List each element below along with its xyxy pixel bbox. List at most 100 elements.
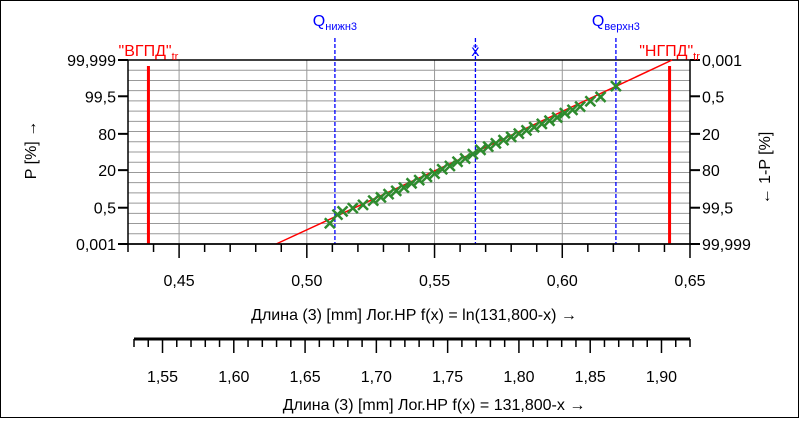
limit-label: "НГПД"tr — [639, 43, 700, 63]
data-point — [405, 177, 418, 190]
data-point — [413, 174, 426, 186]
data-point — [420, 170, 433, 183]
data-point — [459, 152, 472, 165]
y-left-tick-label: 20 — [98, 163, 116, 180]
data-point — [512, 127, 525, 140]
data-points — [323, 80, 622, 230]
data-point-stroke — [535, 118, 548, 130]
data-point-stroke — [497, 134, 510, 147]
data-point-stroke — [405, 177, 418, 190]
data-point-stroke — [443, 160, 456, 172]
data-point — [566, 104, 579, 116]
x-axis-secondary-tick-label: 1,85 — [575, 369, 606, 386]
limit-label-name: "НГПД" — [639, 43, 693, 60]
data-point-stroke — [528, 121, 541, 134]
x-axis-secondary-tick-label: 1,70 — [361, 369, 392, 386]
data-point-stroke — [466, 148, 479, 161]
y-left-tick-label: 99,999 — [67, 53, 116, 70]
data-point — [543, 114, 556, 127]
data-point — [610, 80, 622, 93]
data-point — [428, 167, 441, 180]
y-right-tick-label: 0,001 — [702, 53, 742, 70]
x-axis-primary-tick-label: 0,60 — [547, 273, 578, 290]
reference-label-name: Q — [592, 13, 604, 30]
limit-label-subscript: tr — [693, 51, 700, 63]
data-point-stroke — [346, 202, 359, 215]
x-axis-secondary: 1,55 1,60 1,65 1,70 1,75 1,80 1,85 1,90 — [133, 337, 691, 386]
data-point — [594, 91, 607, 103]
x-axis-secondary-tick-label: 1,90 — [646, 369, 677, 386]
data-point-stroke — [512, 127, 525, 140]
data-point-stroke — [459, 152, 472, 165]
x-axis-secondary-tick-label: 1,75 — [432, 369, 463, 386]
data-point — [382, 188, 395, 200]
y-left-tick-label: 0,001 — [76, 237, 116, 254]
y-axis-left: 99,999 99,5 80 20 0,5 0,001 — [67, 53, 128, 254]
data-point — [466, 148, 479, 161]
data-point — [574, 100, 587, 113]
data-point — [375, 191, 387, 204]
data-point — [497, 134, 510, 147]
x-axis-primary-tick-label: 0,55 — [419, 273, 450, 290]
data-point — [505, 130, 518, 143]
data-point-stroke — [610, 80, 622, 93]
data-point-stroke — [390, 184, 403, 197]
y-right-axis-label: ← 1-P [%] — [757, 132, 774, 205]
data-point-stroke — [420, 170, 433, 183]
data-point-stroke — [566, 104, 579, 116]
reference-label: Qнижн3 — [313, 13, 357, 33]
data-point — [551, 111, 564, 124]
data-point-stroke — [398, 181, 410, 194]
limit-label-name: "ВГПД" — [119, 43, 172, 60]
data-point-stroke — [574, 100, 587, 113]
x-axis-primary-tick-label: 0,50 — [291, 273, 322, 290]
data-point-stroke — [336, 205, 349, 218]
x-axis-secondary-tick-label: 1,55 — [147, 369, 178, 386]
x-axis-secondary-label: Длина (3) [mm] Лог.НР f(x) = 131,800-x → — [283, 397, 586, 414]
y-right-tick-label: 99,999 — [702, 237, 751, 254]
data-point-stroke — [357, 199, 369, 211]
y-left-tick-label: 99,5 — [85, 89, 116, 106]
y-right-tick-label: 20 — [702, 127, 720, 144]
y-right-tick-label: 99,5 — [702, 201, 733, 218]
x-axis-primary-tick-label: 0,45 — [164, 273, 195, 290]
data-point-stroke — [558, 107, 571, 120]
reference-label-subscript: верхн3 — [604, 21, 640, 33]
y-right-tick-label: 0,5 — [702, 89, 724, 106]
data-point-stroke — [451, 155, 464, 168]
data-point — [451, 155, 464, 168]
data-point — [489, 137, 502, 150]
data-point — [482, 140, 495, 153]
data-point-stroke — [413, 174, 426, 186]
data-point-stroke — [551, 111, 564, 124]
x-axis-primary-label: Длина (3) [mm] Лог.НР f(x) = ln(131,800-… — [251, 307, 577, 324]
data-point — [584, 95, 597, 108]
reference-label: x̄ — [471, 43, 479, 60]
data-point — [443, 160, 456, 172]
data-point-stroke — [428, 167, 441, 180]
y-left-tick-label: 0,5 — [94, 201, 116, 218]
x-axis-secondary-tick-label: 1,80 — [503, 369, 534, 386]
reference-label-name: x̄ — [471, 43, 479, 60]
data-point — [390, 184, 403, 197]
data-point-stroke — [584, 95, 597, 108]
x-axis-secondary-tick-label: 1,60 — [218, 369, 249, 386]
data-point — [520, 124, 533, 137]
data-point-stroke — [520, 124, 533, 137]
reference-label: Qверхн3 — [592, 13, 640, 33]
data-point-stroke — [382, 188, 395, 200]
data-point-stroke — [367, 194, 380, 207]
y-axis-right: 0,001 0,5 20 80 99,5 99,999 — [690, 53, 751, 254]
data-point — [357, 199, 369, 211]
data-point — [436, 163, 449, 176]
data-point-stroke — [594, 91, 607, 103]
data-point — [474, 143, 487, 156]
x-axis-primary-tick-label: 0,65 — [674, 273, 705, 290]
data-point — [558, 107, 571, 120]
data-point-stroke — [482, 140, 495, 153]
data-point-stroke — [543, 114, 556, 127]
x-axis-secondary-tick-label: 1,65 — [290, 369, 321, 386]
